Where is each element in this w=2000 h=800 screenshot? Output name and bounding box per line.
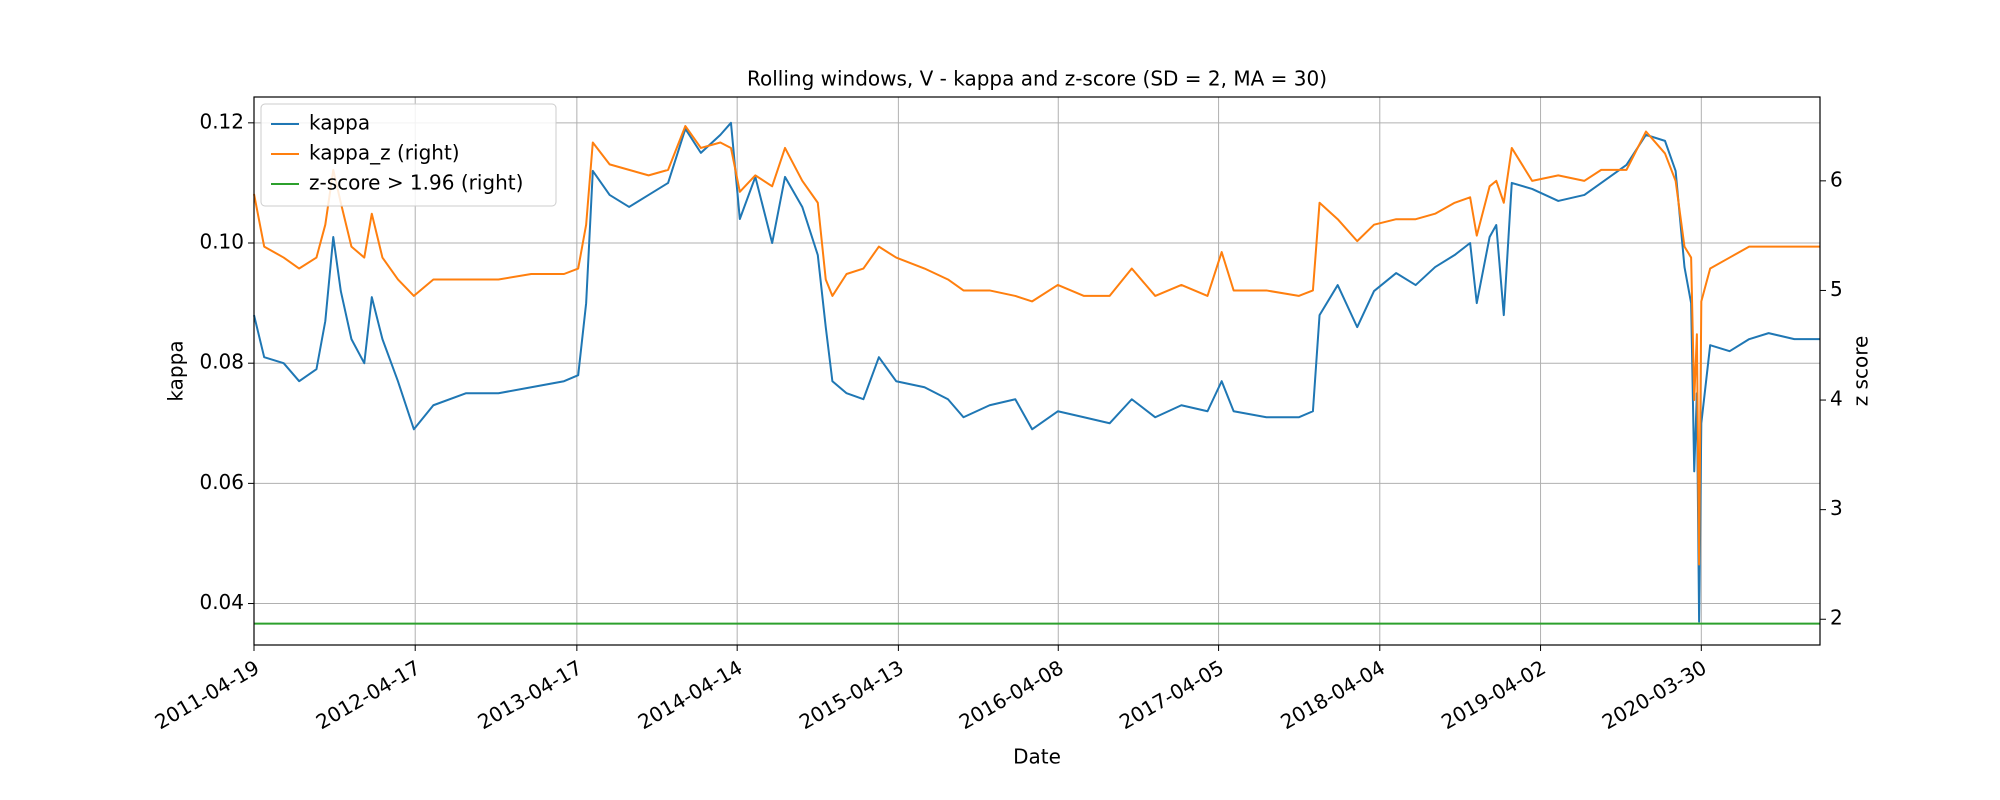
x-tick-label: 2018-04-04: [1276, 655, 1389, 734]
x-tick-label: 2012-04-17: [312, 655, 425, 734]
series-line: [253, 125, 1820, 566]
y-tick-label: 0.12: [199, 109, 244, 133]
x-tick-label: 2011-04-19: [151, 655, 264, 734]
x-tick-label: 2017-04-05: [1115, 655, 1228, 734]
y2-axis-label: z score: [1849, 336, 1873, 407]
x-tick-label: 2013-04-17: [473, 655, 586, 734]
y-tick-label: 0.04: [199, 590, 244, 614]
chart-title: Rolling windows, V - kappa and z-score (…: [747, 67, 1327, 91]
legend: kappa kappa_z (right) z-score > 1.96 (righ…: [260, 103, 557, 207]
legend-label: z-score > 1.96 (right): [309, 171, 523, 195]
y-axis-label: kappa: [164, 340, 188, 401]
y2-tick-label: 6: [1830, 167, 1843, 191]
y2-tick-label: 5: [1830, 277, 1843, 301]
legend-label: kappa_z (right): [309, 141, 460, 165]
series-line: [253, 121, 1820, 623]
legend-label: kappa: [309, 111, 370, 135]
x-tick-label: 2014-04-14: [634, 655, 747, 734]
y-tick-label: 0.06: [199, 470, 244, 494]
y2-tick-label: 3: [1830, 496, 1843, 520]
x-tick-label: 2020-03-30: [1598, 655, 1711, 734]
plot-frame: [253, 96, 1821, 646]
x-tick-label: 2015-04-13: [795, 655, 908, 734]
x-axis-label: Date: [1013, 745, 1061, 769]
x-tick-label: 2019-04-02: [1437, 655, 1550, 734]
legend-box: [260, 103, 557, 207]
y-tick-label: 0.10: [199, 230, 244, 254]
y2-tick-label: 2: [1830, 606, 1843, 630]
y2-tick-label: 4: [1830, 387, 1843, 411]
y-tick-label: 0.08: [199, 350, 244, 374]
x-tick-label: 2016-04-08: [955, 655, 1068, 734]
